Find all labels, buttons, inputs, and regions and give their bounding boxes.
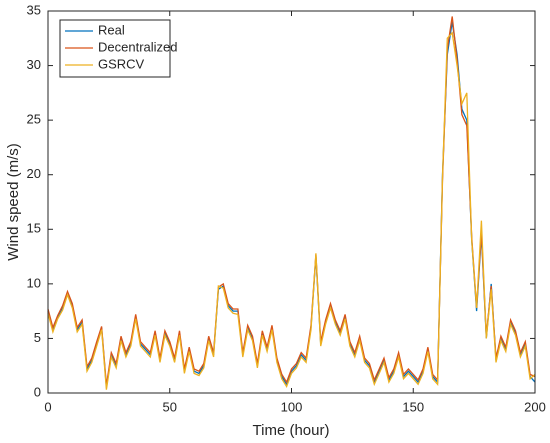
x-tick-label: 200 — [524, 399, 546, 414]
y-tick-label: 25 — [27, 112, 41, 127]
legend-label: Real — [98, 22, 125, 37]
y-tick-label: 30 — [27, 57, 41, 72]
y-tick-label: 10 — [27, 275, 41, 290]
y-tick-label: 20 — [27, 166, 41, 181]
x-tick-label: 0 — [44, 399, 51, 414]
line-series — [47, 31, 536, 390]
legend-label: Decentralized — [98, 39, 178, 54]
y-tick-label: 5 — [34, 330, 41, 345]
x-tick-label: 100 — [281, 399, 303, 414]
line-series — [47, 16, 536, 386]
x-axis-label: Time (hour) — [253, 422, 330, 439]
y-tick-label: 15 — [27, 221, 41, 236]
y-tick-label: 35 — [27, 2, 41, 17]
legend-label: GSRCV — [98, 56, 145, 71]
y-tick-label: 0 — [34, 384, 41, 399]
x-tick-label: 150 — [402, 399, 424, 414]
plot-frame — [47, 10, 536, 394]
x-tick-label: 50 — [163, 399, 177, 414]
y-axis-label: Wind speed (m/s) — [5, 143, 22, 261]
